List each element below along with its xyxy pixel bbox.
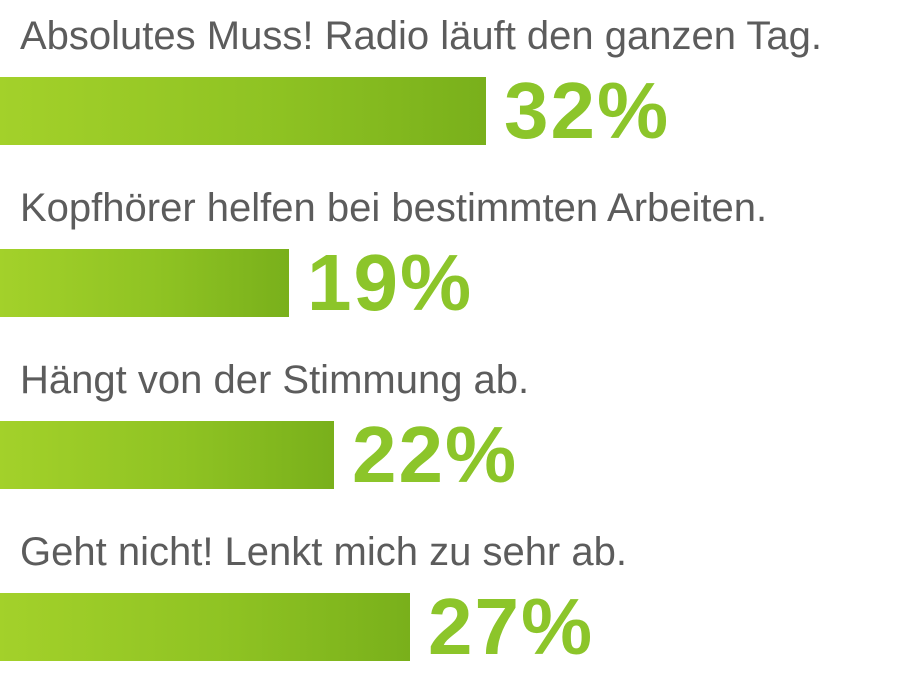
value-label: 22% — [352, 410, 519, 499]
category-label: Kopfhörer helfen bei bestimmten Arbeiten… — [20, 186, 768, 230]
chart-row: Hängt von der Stimmung ab. 22% — [0, 344, 924, 514]
chart-row: Kopfhörer helfen bei bestimmten Arbeiten… — [0, 172, 924, 342]
bar — [0, 421, 334, 489]
bar — [0, 77, 486, 145]
value-label: 19% — [307, 238, 474, 327]
category-label: Geht nicht! Lenkt mich zu sehr ab. — [20, 530, 627, 574]
value-label: 27% — [428, 582, 595, 671]
category-label: Hängt von der Stimmung ab. — [20, 358, 530, 402]
value-label: 32% — [504, 66, 671, 155]
chart-row: Absolutes Muss! Radio läuft den ganzen T… — [0, 0, 924, 170]
category-label: Absolutes Muss! Radio läuft den ganzen T… — [20, 14, 822, 58]
bar — [0, 249, 289, 317]
chart-row: Geht nicht! Lenkt mich zu sehr ab. 27% — [0, 516, 924, 686]
bar — [0, 593, 410, 661]
